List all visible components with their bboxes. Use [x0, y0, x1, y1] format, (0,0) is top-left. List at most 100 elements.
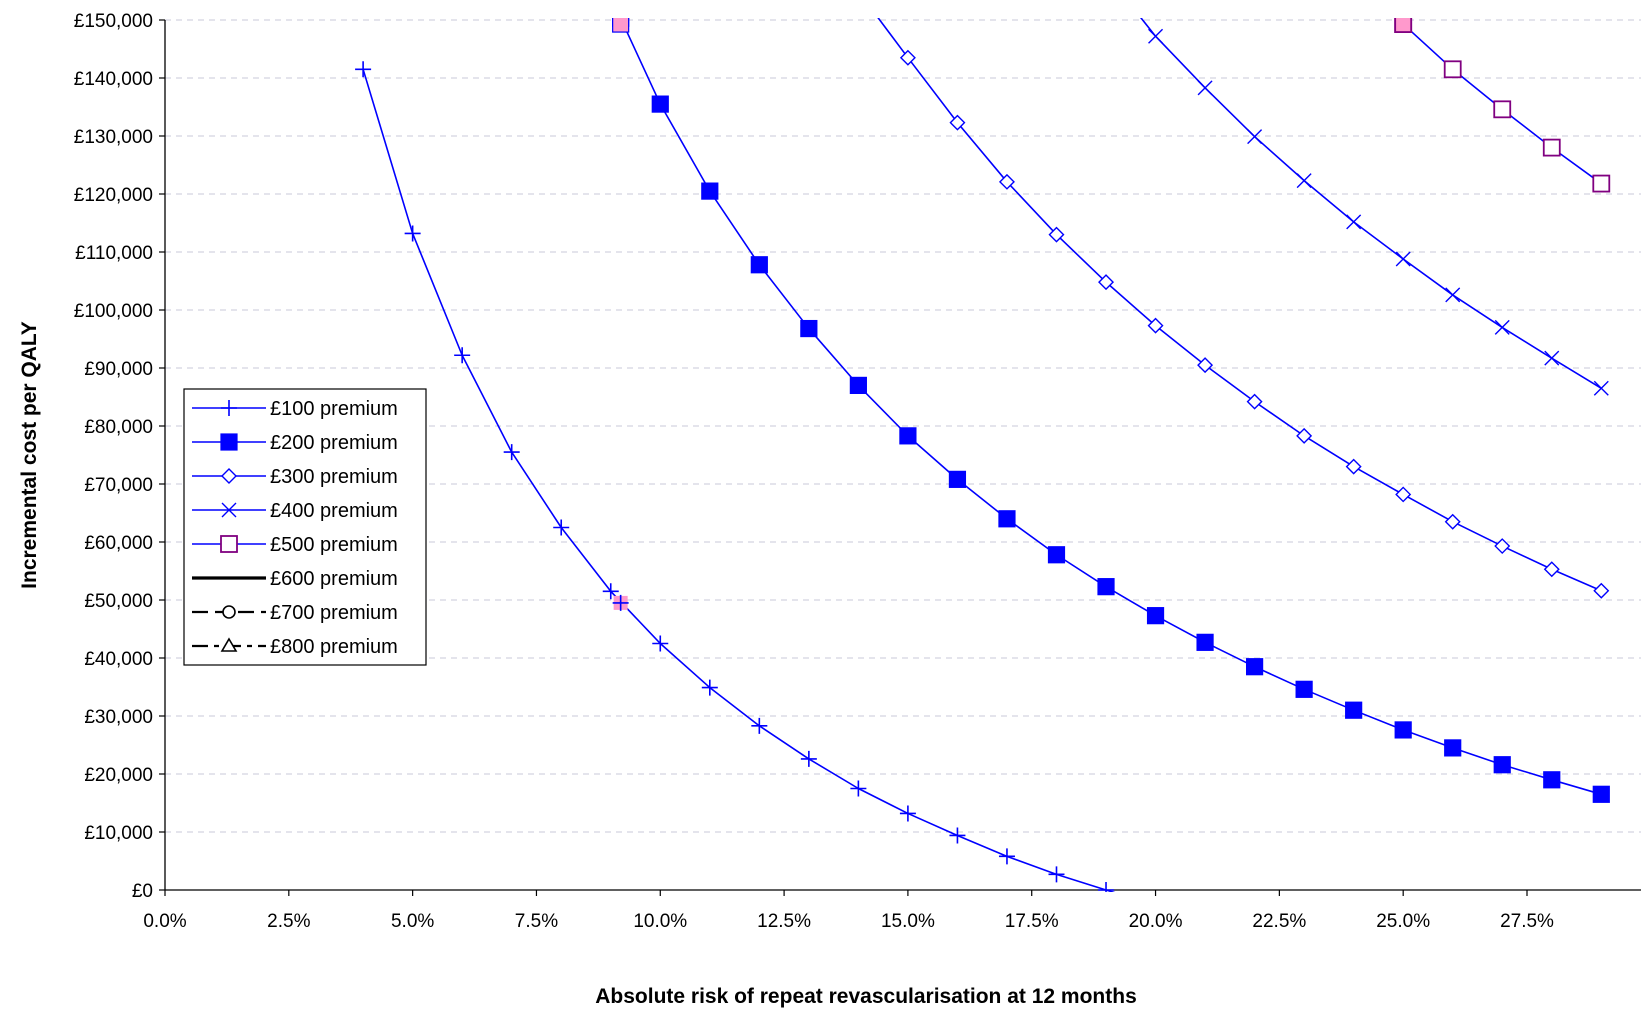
legend-marker [221, 400, 237, 416]
series-line [877, 18, 1602, 592]
data-point [1048, 226, 1065, 243]
legend-item: £600 premium [192, 568, 398, 590]
x-axis-title: Absolute risk of repeat revascularisatio… [595, 985, 1137, 1008]
data-point [1445, 287, 1461, 303]
series-500-premium [1394, 18, 1611, 193]
series-200-premium [612, 18, 1610, 803]
data-point [1346, 214, 1362, 230]
legend-label: £400 premium [270, 500, 398, 522]
legend-marker [220, 433, 238, 451]
legend-item: £400 premium [192, 500, 398, 522]
data-point [1296, 173, 1312, 189]
legend-marker [221, 502, 237, 518]
y-tick-label: £120,000 [74, 185, 153, 206]
legend-item: £800 premium [192, 636, 398, 658]
series-line [1396, 18, 1602, 185]
data-point [1494, 319, 1510, 335]
data-point [949, 827, 966, 844]
legend-item: £500 premium [192, 534, 398, 556]
x-tick-label: 25.0% [1376, 911, 1430, 932]
legend-item: £700 premium [192, 602, 398, 624]
data-point [1544, 350, 1560, 366]
data-point [800, 750, 817, 767]
series-line [619, 18, 1602, 796]
data-point [1443, 60, 1462, 79]
data-point [1197, 357, 1214, 374]
data-point [850, 780, 867, 797]
data-point [701, 679, 718, 696]
y-tick-label: £80,000 [84, 417, 153, 438]
data-point [750, 256, 768, 274]
y-axis-title: Incremental cost per QALY [18, 321, 41, 589]
data-point [1493, 756, 1511, 774]
data-point [1098, 882, 1115, 892]
data-point [1345, 701, 1363, 719]
highlighted-point [1394, 18, 1413, 33]
data-point [800, 319, 818, 338]
data-point [849, 376, 867, 394]
data-point [701, 182, 719, 200]
x-tick-label: 17.5% [1005, 911, 1059, 932]
legend-label: £700 premium [270, 602, 398, 624]
data-point [1147, 317, 1164, 334]
data-point [949, 114, 966, 131]
data-point [1543, 561, 1560, 578]
y-tick-label: £60,000 [84, 533, 153, 554]
data-point [1444, 739, 1462, 757]
y-tick-label: £140,000 [74, 69, 153, 90]
legend-label: £800 premium [270, 636, 398, 658]
highlighted-point [612, 594, 629, 611]
y-tick-label: £90,000 [84, 359, 153, 380]
data-point [602, 583, 619, 600]
x-tick-label: 22.5% [1252, 911, 1306, 932]
data-point [998, 848, 1015, 865]
y-tick-label: £70,000 [84, 475, 153, 496]
x-tick-label: 15.0% [881, 911, 935, 932]
series-line [1140, 18, 1602, 389]
x-tick-label: 20.0% [1129, 911, 1183, 932]
data-point [1592, 785, 1610, 803]
data-point [1395, 486, 1412, 503]
legend-label: £200 premium [270, 432, 398, 454]
data-point [355, 61, 372, 78]
highlighted-point [612, 18, 630, 33]
legend-item: £100 premium [192, 398, 398, 420]
legend-item: £300 premium [192, 466, 398, 488]
legend-marker [220, 637, 238, 652]
series-300-premium [877, 18, 1610, 599]
data-point [1245, 658, 1264, 676]
data-point [1593, 380, 1609, 396]
legend-marker [222, 605, 236, 619]
legend-label: £300 premium [270, 466, 398, 488]
data-point [553, 519, 570, 536]
legend-label: £500 premium [270, 534, 398, 556]
y-tick-label: £150,000 [74, 11, 153, 32]
x-tick-label: 0.0% [143, 911, 186, 932]
data-point [1444, 513, 1461, 530]
y-tick-label: £0 [132, 881, 153, 902]
data-point [1098, 274, 1115, 291]
x-tick-label: 12.5% [757, 911, 811, 932]
x-tick-label: 5.0% [391, 911, 434, 932]
axes [164, 20, 1641, 891]
data-point [1593, 582, 1610, 599]
y-tick-label: £30,000 [84, 707, 153, 728]
legend: £100 premium £200 premium £300 premium £400… [183, 388, 427, 666]
data-point [899, 49, 916, 66]
data-point [948, 470, 967, 488]
data-point [1097, 578, 1115, 596]
x-tick-label: 10.0% [633, 911, 687, 932]
data-point [899, 427, 917, 445]
x-tick-label: 7.5% [515, 911, 558, 932]
legend-item: £200 premium [192, 432, 398, 454]
data-point [899, 805, 916, 822]
legend-label: £100 premium [270, 398, 398, 420]
data-point [1345, 458, 1362, 475]
y-tick-label: £130,000 [74, 127, 153, 148]
data-point [1048, 866, 1065, 883]
data-point [454, 347, 471, 364]
data-point [1394, 721, 1412, 739]
x-tick-label: 27.5% [1500, 911, 1554, 932]
y-tick-label: £10,000 [84, 823, 153, 844]
